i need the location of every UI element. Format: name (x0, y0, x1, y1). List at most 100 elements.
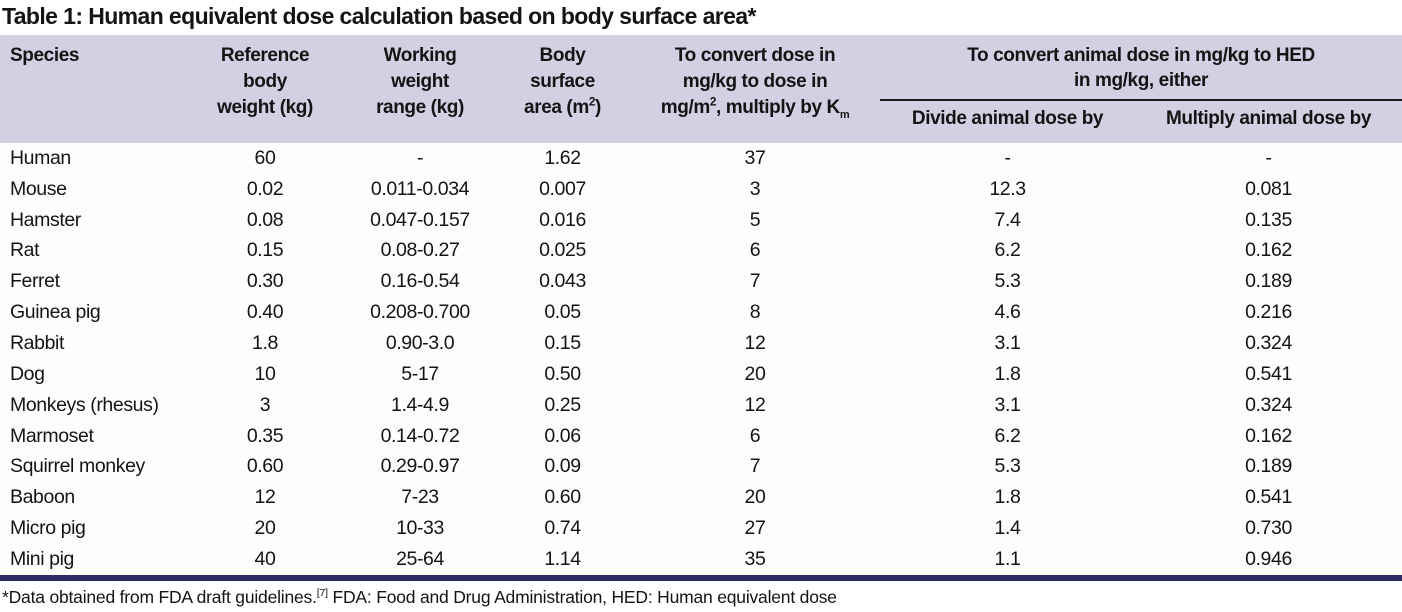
column-group-header-hed-conversion: To convert animal dose in mg/kg to HED i… (880, 35, 1402, 101)
cell-multiply_by: 0.730 (1245, 517, 1292, 540)
cell-working_range: 10-33 (396, 517, 444, 540)
cell-species: Mini pig (10, 547, 74, 570)
column-header-km-conversion: To convert dose in mg/kg to dose in mg/m… (630, 35, 880, 143)
cell-species: Dog (10, 362, 45, 385)
cell-ref_weight: 0.35 (246, 424, 284, 447)
table-row: Human 60 - 1.62 37 - - (0, 143, 1402, 174)
cell-ref_weight: 20 (254, 517, 276, 540)
table-footnote: *Data obtained from FDA draft guidelines… (0, 581, 1402, 608)
cell-body_surface: 0.007 (539, 177, 586, 200)
cell-multiply_by: 0.324 (1245, 393, 1292, 416)
cell-multiply_by: 0.946 (1245, 547, 1292, 570)
cell-species: Micro pig (10, 517, 86, 540)
table-row: Hamster 0.08 0.047-0.157 0.016 5 7.4 0.135 (0, 205, 1402, 236)
cell-divide_by: 1.8 (994, 486, 1021, 509)
superscript-2: 2 (709, 95, 717, 109)
cell-divide_by: 1.1 (994, 547, 1021, 570)
cell-divide_by: 3.1 (994, 331, 1021, 354)
cell-working_range: 0.08-0.27 (380, 239, 460, 262)
column-header-multiply-animal-dose: Multiply animal dose by (1135, 100, 1402, 143)
column-header-reference-body-weight: Reference body weight (kg) (185, 35, 345, 143)
cell-divide_by: 7.4 (994, 208, 1021, 231)
cell-ref_weight: 0.40 (246, 301, 284, 324)
cell-divide_by: 1.8 (994, 362, 1021, 385)
table-body: Human 60-1.62 37- - Mouse 0.02 0.011-0.034 0.00… (0, 143, 1402, 578)
cell-km_factor: 8 (749, 301, 761, 324)
cell-working_range: - (416, 146, 424, 169)
cell-species: Hamster (10, 208, 81, 231)
cell-ref_weight: 12 (254, 486, 276, 509)
footnote-reference-7: [7] (316, 586, 328, 599)
cell-multiply_by: 0.162 (1245, 424, 1292, 447)
cell-multiply_by: 0.135 (1245, 208, 1292, 231)
cell-divide_by: 1.4 (994, 517, 1021, 540)
cell-multiply_by: 0.162 (1245, 239, 1292, 262)
cell-body_surface: 0.15 (544, 331, 581, 354)
cell-ref_weight: 3 (259, 393, 271, 416)
table-row: Guinea pig 0.40 0.208-0.700 0.05 8 4.6 0.216 (0, 297, 1402, 328)
column-header-species-label: Species (10, 45, 80, 66)
cell-body_surface: 0.50 (544, 362, 581, 385)
superscript-2: 2 (588, 95, 596, 109)
cell-body_surface: 1.62 (544, 146, 581, 169)
table-row: Rat 0.15 0.08-0.27 0.025 6 6.2 0.162 (0, 236, 1402, 267)
cell-ref_weight: 40 (254, 547, 276, 570)
cell-km_factor: 35 (744, 547, 766, 570)
cell-divide_by: 6.2 (994, 424, 1021, 447)
cell-working_range: 0.047-0.157 (370, 208, 470, 231)
cell-multiply_by: 0.541 (1245, 486, 1292, 509)
cell-species: Marmoset (10, 424, 94, 447)
cell-species: Ferret (10, 270, 60, 293)
table-row: Marmoset 0.35 0.14-0.72 0.06 6 6.2 0.162 (0, 421, 1402, 452)
table-header-row-top: Species Reference body weight (kg) Worki… (0, 35, 1402, 143)
cell-body_surface: 0.60 (544, 486, 581, 509)
cell-ref_weight: 60 (254, 146, 276, 169)
footnote-abbreviations: FDA: Food and Drug Administration, HED: … (327, 586, 838, 607)
table-row: Ferret 0.30 0.16-0.54 0.043 7 5.3 0.189 (0, 266, 1402, 297)
cell-body_surface: 0.25 (544, 393, 581, 416)
cell-km_factor: 12 (744, 393, 766, 416)
cell-body_surface: 0.06 (544, 424, 581, 447)
table-row: Mouse 0.02 0.011-0.034 0.007 3 12.3 0.081 (0, 174, 1402, 205)
cell-species: Guinea pig (10, 301, 101, 324)
table-header-row-sub: Divide animal dose by Multiply animal do… (0, 100, 1402, 143)
cell-multiply_by: 0.081 (1245, 177, 1292, 200)
cell-working_range: 5-17 (401, 362, 439, 385)
cell-km_factor: 37 (744, 146, 766, 169)
cell-multiply_by: 0.541 (1245, 362, 1292, 385)
table-row: Dog 10 5-17 0.50 20 1.8 0.541 (0, 359, 1402, 390)
cell-km_factor: 5 (749, 208, 761, 231)
cell-body_surface: 0.043 (539, 270, 586, 293)
cell-divide_by: - (1004, 146, 1011, 169)
table-row: Mini pig 40 25-64 1.14 35 1.1 0.946 (0, 544, 1402, 578)
column-header-working-weight-range: Working weight range (kg) (345, 35, 495, 143)
cell-working_range: 1.4-4.9 (391, 393, 449, 416)
cell-km_factor: 7 (749, 270, 761, 293)
cell-multiply_by: 0.324 (1245, 331, 1292, 354)
table-row: Baboon 12 7-23 0.60 20 1.8 0.541 (0, 482, 1402, 513)
cell-divide_by: 4.6 (994, 301, 1021, 324)
cell-working_range: 7-23 (401, 486, 439, 509)
cell-ref_weight: 10 (254, 362, 276, 385)
cell-multiply_by: 0.189 (1245, 270, 1292, 293)
page-title: Table 1: Human equivalent dose calculati… (2, 3, 756, 29)
cell-km_factor: 20 (744, 362, 766, 385)
cell-species: Baboon (10, 486, 75, 509)
cell-body_surface: 1.14 (544, 547, 581, 570)
cell-km_factor: 20 (744, 486, 766, 509)
cell-body_surface: 0.09 (544, 455, 581, 478)
footnote-text: *Data obtained from FDA draft guidelines… (2, 586, 317, 607)
table-row: Rabbit 1.8 0.90-3.0 0.15 12 3.1 0.324 (0, 328, 1402, 359)
cell-body_surface: 0.74 (544, 517, 581, 540)
cell-species: Monkeys (rhesus) (10, 393, 159, 416)
cell-multiply_by: 0.216 (1245, 301, 1292, 324)
cell-km_factor: 6 (749, 424, 761, 447)
cell-working_range: 0.011-0.034 (370, 177, 470, 200)
cell-body_surface: 0.016 (539, 208, 586, 231)
column-header-divide-animal-dose: Divide animal dose by (880, 100, 1135, 143)
cell-working_range: 0.208-0.700 (370, 301, 470, 324)
cell-km_factor: 7 (749, 455, 761, 478)
cell-working_range: 0.29-0.97 (380, 455, 460, 478)
cell-divide_by: 3.1 (994, 393, 1021, 416)
table-row: Micro pig 20 10-33 0.74 27 1.4 0.730 (0, 513, 1402, 544)
